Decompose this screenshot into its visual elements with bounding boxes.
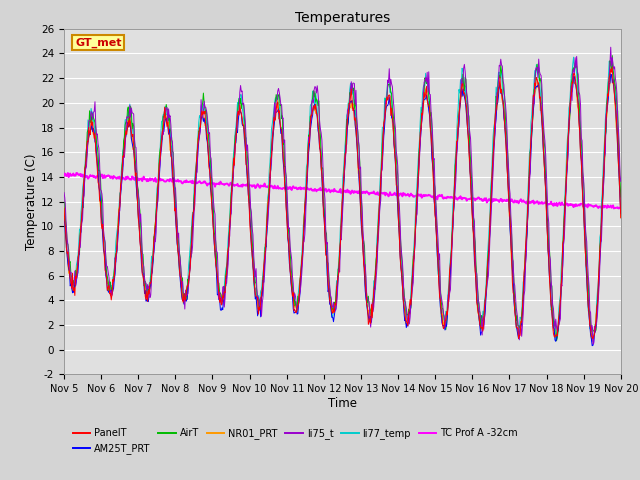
Y-axis label: Temperature (C): Temperature (C) bbox=[25, 153, 38, 250]
Legend: PanelT, AM25T_PRT, AirT, NR01_PRT, li75_t, li77_temp, TC Prof A -32cm: PanelT, AM25T_PRT, AirT, NR01_PRT, li75_… bbox=[69, 424, 522, 458]
Title: Temperatures: Temperatures bbox=[295, 11, 390, 25]
X-axis label: Time: Time bbox=[328, 397, 357, 410]
Text: GT_met: GT_met bbox=[75, 37, 122, 48]
